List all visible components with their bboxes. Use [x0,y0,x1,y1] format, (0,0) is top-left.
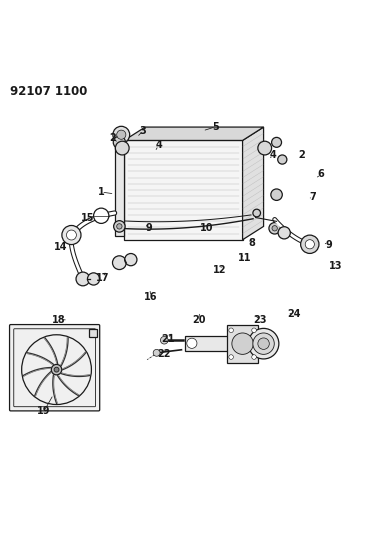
Text: 2: 2 [298,150,305,160]
Circle shape [252,328,256,333]
Text: 2: 2 [109,133,116,143]
Circle shape [153,350,160,356]
Circle shape [187,338,197,349]
Circle shape [258,141,272,155]
Circle shape [125,254,137,266]
Text: 9: 9 [325,240,332,250]
Circle shape [114,221,125,232]
Circle shape [113,136,125,149]
Text: 23: 23 [253,314,267,325]
Text: 19: 19 [37,406,51,416]
Text: 8: 8 [249,238,256,248]
Circle shape [232,333,253,354]
Bar [124,140,243,240]
Bar [89,329,97,337]
Text: 3: 3 [140,125,147,135]
Circle shape [271,189,282,200]
Circle shape [252,355,256,359]
Circle shape [272,138,282,147]
Text: 10: 10 [199,223,213,233]
Circle shape [269,223,280,234]
Text: 12: 12 [213,265,227,275]
Circle shape [301,235,319,253]
Circle shape [278,155,287,164]
Text: 4: 4 [270,150,277,160]
Circle shape [253,209,261,217]
Text: 21: 21 [161,334,175,344]
Text: 5: 5 [212,122,219,132]
Text: 14: 14 [54,242,68,252]
Circle shape [117,224,122,229]
Text: 13: 13 [329,261,343,271]
Text: 9: 9 [146,223,152,233]
Polygon shape [115,140,128,144]
Text: 18: 18 [52,314,66,325]
Circle shape [160,336,168,344]
Text: 92107 1100: 92107 1100 [10,85,87,98]
Circle shape [113,126,130,143]
Circle shape [112,256,126,270]
Circle shape [305,240,314,249]
Circle shape [94,208,109,223]
Polygon shape [124,127,264,140]
Circle shape [117,130,126,139]
Circle shape [51,365,62,375]
Polygon shape [243,127,264,240]
Circle shape [54,367,59,372]
Circle shape [278,227,290,239]
Bar [185,336,229,351]
Text: 15: 15 [81,213,95,223]
Text: 24: 24 [287,309,301,319]
Bar [115,144,124,236]
Circle shape [272,225,277,231]
Circle shape [62,225,81,245]
Circle shape [258,338,269,350]
Text: 20: 20 [192,314,206,325]
Text: 1: 1 [98,187,105,197]
Circle shape [229,328,233,333]
Circle shape [66,230,76,240]
Text: 7: 7 [310,192,317,203]
Circle shape [229,355,233,359]
Circle shape [87,273,100,285]
Text: 4: 4 [155,140,162,150]
Bar [227,325,258,363]
Text: 22: 22 [157,349,171,359]
Text: 17: 17 [96,272,110,282]
Circle shape [248,328,279,359]
Text: 11: 11 [238,254,251,263]
Text: 16: 16 [144,292,158,302]
Circle shape [76,272,90,286]
Circle shape [115,141,129,155]
Text: 6: 6 [317,169,324,180]
FancyBboxPatch shape [10,325,100,411]
Circle shape [253,333,274,354]
